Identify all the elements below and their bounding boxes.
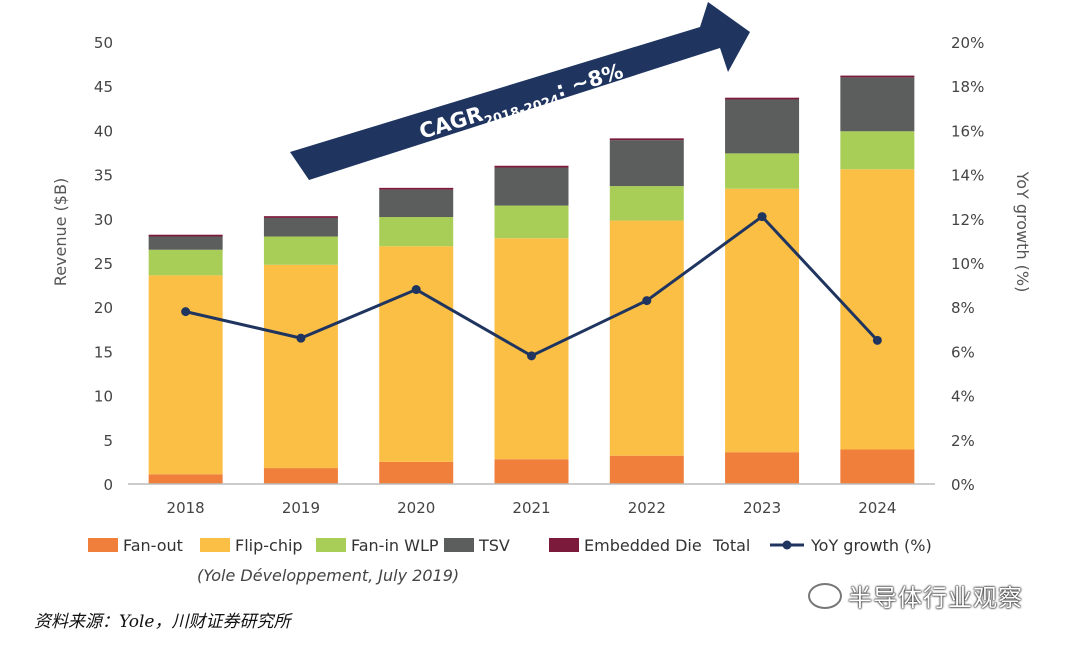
x-tick-label: 2019 — [282, 499, 320, 517]
y2-tick-label: 20% — [951, 34, 984, 52]
yoy-growth-point — [642, 296, 652, 306]
bar-segment-flip-chip — [609, 220, 684, 456]
legend-label-yoy: YoY growth (%) — [810, 536, 932, 555]
legend-label-flip-chip: Flip-chip — [235, 536, 303, 555]
bar-segment-fan-in-wlp — [379, 217, 454, 247]
y2-tick-label: 12% — [951, 211, 984, 229]
bar-segment-flip-chip — [840, 169, 915, 450]
yoy-growth-point — [757, 212, 767, 222]
legend-label-fan-out: Fan-out — [123, 536, 183, 555]
bar-segment-fan-in-wlp — [263, 236, 338, 265]
y2-axis-title: YoY growth (%) — [1013, 171, 1032, 293]
bar-segment-fan-in-wlp — [494, 205, 569, 239]
yoy-growth-point — [181, 307, 191, 317]
y2-tick-label: 18% — [951, 78, 984, 96]
y-tick-label: 30 — [94, 211, 113, 229]
y2-tick-label: 8% — [951, 299, 975, 317]
bar-segment-tsv — [263, 217, 338, 237]
bar-segment-fan-in-wlp — [840, 131, 915, 170]
y2-tick-label: 14% — [951, 167, 984, 185]
bar-segment-embedded-die — [725, 97, 800, 100]
bar-segment-embedded-die — [379, 187, 454, 190]
legend-label-total: Total — [712, 536, 750, 555]
y-tick-label: 40 — [94, 122, 113, 140]
bar-segment-fan-in-wlp — [725, 153, 800, 189]
bar-segment-fan-in-wlp — [609, 186, 684, 221]
legend-swatch-embedded-die — [549, 538, 579, 552]
legend-swatch-flip-chip — [200, 538, 230, 552]
bar-segment-fan-in-wlp — [148, 249, 223, 276]
y-tick-label: 0 — [103, 476, 113, 494]
y-tick-label: 10 — [94, 388, 113, 406]
legend-label-tsv: TSV — [478, 536, 510, 555]
bar-segment-embedded-die — [263, 216, 338, 218]
bar-segment-embedded-die — [840, 75, 915, 78]
y-tick-label: 15 — [94, 343, 113, 361]
bar-segment-flip-chip — [494, 238, 569, 460]
legend-swatch-fan-out — [88, 538, 118, 552]
y2-tick-label: 4% — [951, 388, 975, 406]
bar-segment-fan-out — [609, 455, 684, 484]
y2-tick-label: 2% — [951, 432, 975, 450]
yoy-growth-point — [527, 351, 536, 361]
bar-segment-tsv — [494, 167, 569, 206]
bar-segment-embedded-die — [494, 165, 569, 168]
y2-tick-label: 0% — [951, 476, 975, 494]
legend-swatch-fan-in-wlp — [316, 538, 346, 552]
y-axis-title: Revenue ($B) — [51, 178, 70, 286]
y-tick-label: 50 — [94, 34, 113, 52]
legend-label-fan-in-wlp: Fan-in WLP — [351, 536, 439, 555]
cagr-label: CAGR2018-2024: ~8% — [416, 59, 627, 149]
bar-segment-fan-out — [263, 468, 338, 484]
bar-segment-fan-out — [725, 452, 800, 484]
wechat-icon — [808, 583, 842, 609]
y2-tick-label: 16% — [951, 122, 984, 140]
y2-tick-label: 6% — [951, 343, 975, 361]
x-tick-label: 2021 — [512, 499, 550, 517]
bar-segment-fan-out — [840, 449, 915, 484]
bar-segment-flip-chip — [148, 275, 223, 475]
y-tick-label: 5 — [103, 432, 113, 450]
y-tick-label: 20 — [94, 299, 113, 317]
x-tick-label: 2024 — [858, 499, 896, 517]
bar-segment-tsv — [840, 77, 915, 132]
source-note: 资料来源：Yole，川财证券研究所 — [34, 612, 291, 632]
credit-text: (Yole Développement, July 2019) — [197, 566, 459, 585]
y2-tick-label: 10% — [951, 255, 984, 273]
x-tick-label: 2023 — [743, 499, 781, 517]
cagr-arrow — [290, 2, 750, 180]
bar-segment-embedded-die — [609, 138, 684, 141]
bar-segment-flip-chip — [379, 246, 454, 462]
yoy-growth-point — [296, 333, 306, 343]
legend-marker-yoy — [782, 540, 792, 550]
yoy-growth-point — [411, 285, 421, 295]
bar-segment-tsv — [379, 189, 454, 218]
watermark: 半导体行业观察 — [808, 578, 1023, 613]
bar-segment-flip-chip — [263, 264, 338, 469]
y-tick-label: 25 — [94, 255, 113, 273]
legend-label-embedded-die: Embedded Die — [584, 536, 702, 555]
bar-segment-tsv — [609, 140, 684, 187]
bar-segment-flip-chip — [725, 188, 800, 453]
watermark-text: 半导体行业观察 — [848, 584, 1023, 612]
x-tick-label: 2022 — [628, 499, 666, 517]
bar-segment-fan-out — [379, 461, 454, 484]
x-tick-label: 2020 — [397, 499, 435, 517]
bar-segment-tsv — [725, 99, 800, 154]
bar-segment-tsv — [148, 236, 223, 250]
yoy-growth-point — [872, 335, 882, 345]
bar-segment-fan-out — [494, 459, 569, 484]
legend-swatch-tsv — [444, 538, 474, 552]
x-tick-label: 2018 — [167, 499, 205, 517]
y-tick-label: 45 — [94, 78, 113, 96]
y-tick-label: 35 — [94, 167, 113, 185]
bar-segment-embedded-die — [148, 234, 223, 237]
bar-segment-fan-out — [148, 474, 223, 484]
